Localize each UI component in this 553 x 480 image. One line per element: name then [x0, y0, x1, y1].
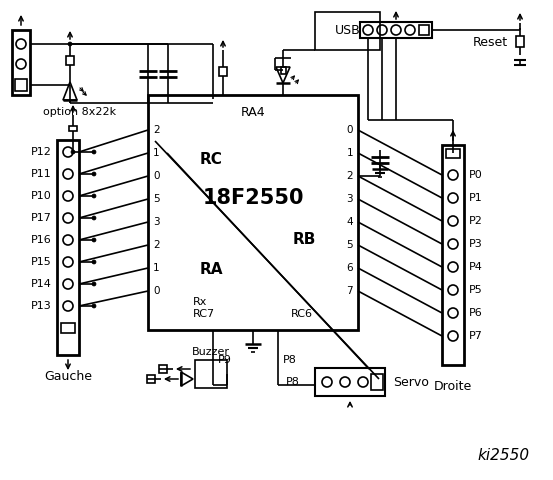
Text: Gauche: Gauche: [44, 370, 92, 383]
Bar: [147, 375, 155, 383]
Bar: [446, 149, 460, 158]
Text: 5: 5: [153, 194, 160, 204]
Text: P17: P17: [31, 213, 52, 223]
Text: 7: 7: [346, 286, 353, 296]
Text: 4: 4: [346, 217, 353, 227]
Text: 0: 0: [347, 125, 353, 135]
Bar: [12, 30, 30, 95]
Circle shape: [92, 282, 96, 286]
Bar: [371, 374, 383, 390]
Text: P15: P15: [32, 257, 52, 267]
Text: P0: P0: [469, 170, 483, 180]
Circle shape: [68, 42, 72, 46]
Text: 2: 2: [346, 171, 353, 181]
Text: RC: RC: [200, 153, 223, 168]
Bar: [159, 365, 167, 373]
Text: 3: 3: [153, 217, 160, 227]
Text: 2: 2: [153, 240, 160, 250]
Circle shape: [71, 150, 75, 154]
Text: 1: 1: [346, 148, 353, 158]
Text: ki2550: ki2550: [478, 447, 530, 463]
Text: USB: USB: [335, 24, 361, 37]
Text: P7: P7: [469, 331, 483, 341]
Text: RB: RB: [293, 232, 316, 248]
Text: P2: P2: [469, 216, 483, 226]
Text: 1: 1: [153, 263, 160, 273]
Circle shape: [92, 216, 96, 220]
Circle shape: [92, 194, 96, 198]
Text: P1: P1: [469, 193, 483, 203]
Bar: [69, 126, 77, 131]
Bar: [61, 323, 75, 333]
Text: Reset: Reset: [473, 36, 508, 49]
Text: P11: P11: [32, 169, 52, 179]
Text: 0: 0: [153, 286, 159, 296]
Bar: [66, 56, 74, 65]
Text: P3: P3: [469, 239, 483, 249]
Text: 2: 2: [153, 125, 160, 135]
Text: P12: P12: [31, 147, 52, 157]
Bar: [15, 79, 27, 91]
Circle shape: [92, 238, 96, 242]
Text: P4: P4: [469, 262, 483, 272]
Text: Droite: Droite: [434, 380, 472, 393]
Text: P14: P14: [31, 279, 52, 289]
Bar: [281, 67, 286, 74]
Bar: [516, 36, 524, 47]
Text: P9: P9: [218, 355, 232, 365]
Bar: [219, 67, 227, 76]
Text: Buzzer: Buzzer: [192, 347, 230, 357]
Bar: [148, 95, 358, 330]
Text: RA: RA: [200, 263, 223, 277]
Bar: [315, 12, 380, 50]
Text: 1: 1: [153, 148, 160, 158]
Text: RC7: RC7: [193, 309, 215, 319]
Circle shape: [92, 172, 96, 176]
Bar: [315, 368, 385, 396]
Text: 18F2550: 18F2550: [202, 188, 304, 207]
Text: RC6: RC6: [291, 309, 313, 319]
Circle shape: [92, 150, 96, 154]
Text: 6: 6: [346, 263, 353, 273]
Text: RA4: RA4: [241, 107, 265, 120]
Text: Servo: Servo: [393, 375, 429, 388]
Bar: [195, 360, 227, 388]
Text: P16: P16: [32, 235, 52, 245]
Circle shape: [92, 304, 96, 308]
Text: 5: 5: [346, 240, 353, 250]
Circle shape: [92, 260, 96, 264]
Text: option 8x22k: option 8x22k: [44, 107, 117, 117]
Text: Rx: Rx: [193, 297, 207, 307]
Bar: [360, 22, 432, 38]
Bar: [57, 140, 79, 355]
Text: P8: P8: [283, 355, 297, 365]
Text: P8: P8: [286, 377, 300, 387]
Text: P6: P6: [469, 308, 483, 318]
Text: P5: P5: [469, 285, 483, 295]
Text: P13: P13: [32, 301, 52, 311]
Bar: [419, 25, 429, 35]
Text: 3: 3: [346, 194, 353, 204]
Text: 0: 0: [153, 171, 159, 181]
Bar: [442, 145, 464, 365]
Text: P10: P10: [32, 191, 52, 201]
